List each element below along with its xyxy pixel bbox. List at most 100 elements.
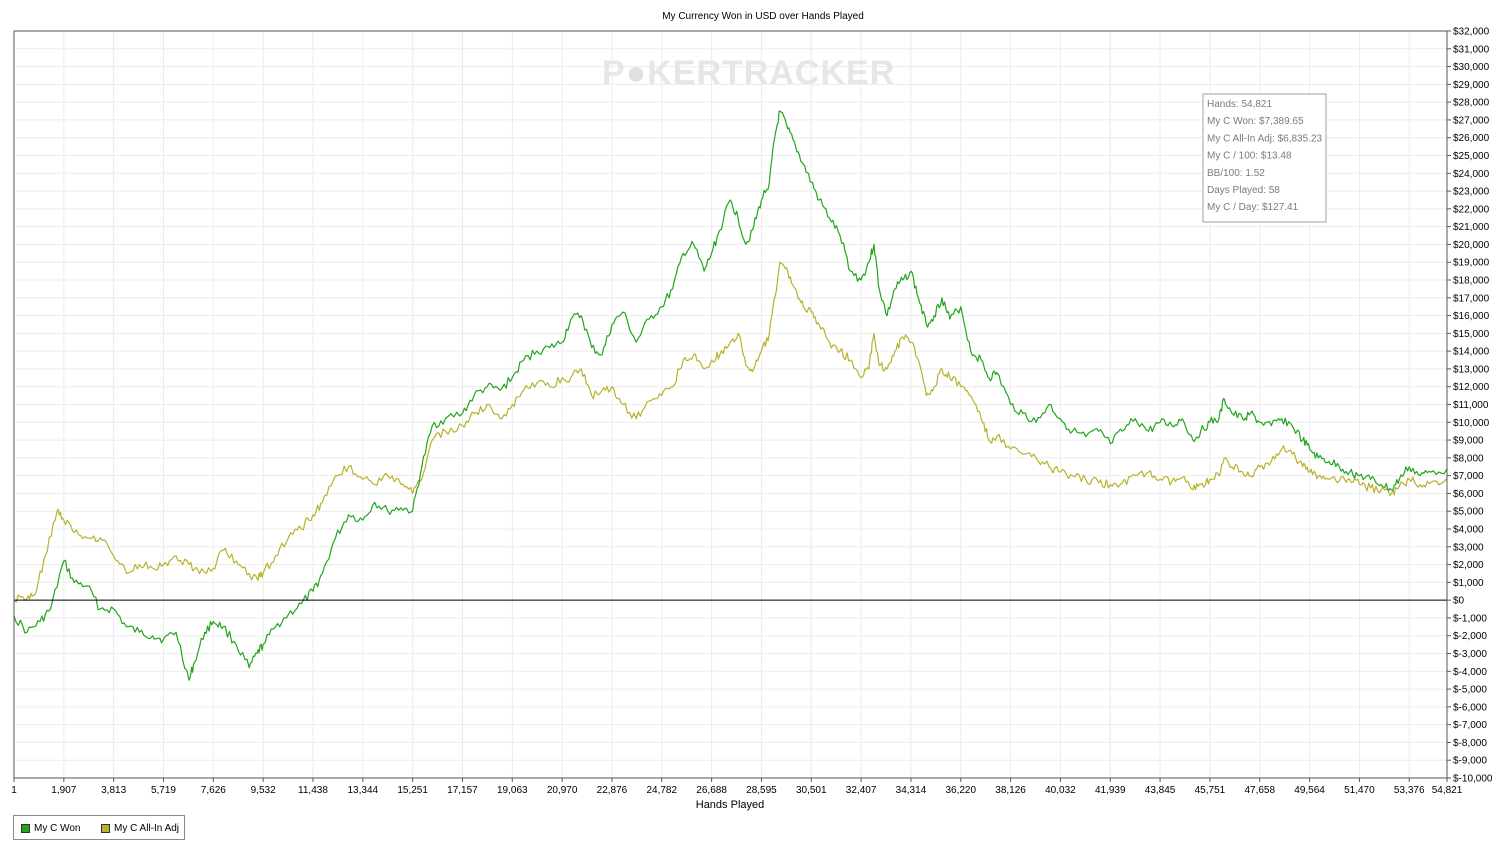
x-tick-label: 15,251: [397, 785, 428, 796]
y-tick-label: $-4,000: [1453, 667, 1487, 678]
y-tick-label: $0: [1453, 596, 1465, 607]
x-tick-label: 13,344: [347, 785, 378, 796]
y-tick-label: $-1,000: [1453, 613, 1487, 624]
x-tick-label: 1,907: [51, 785, 76, 796]
x-tick-label: 51,470: [1344, 785, 1375, 796]
y-tick-label: $31,000: [1453, 44, 1490, 55]
x-tick-label: 34,314: [896, 785, 927, 796]
y-tick-label: $-5,000: [1453, 685, 1487, 696]
y-tick-label: $17,000: [1453, 293, 1490, 304]
poker-chip-icon: ●: [626, 54, 648, 92]
y-tick-label: $2,000: [1453, 560, 1484, 571]
watermark-p: P: [602, 54, 626, 92]
x-tick-label: 5,719: [151, 785, 176, 796]
watermark: P●KERTRACKER: [602, 54, 895, 92]
y-tick-label: $22,000: [1453, 204, 1490, 215]
legend-swatch-won: [21, 824, 30, 833]
y-tick-label: $19,000: [1453, 258, 1490, 269]
y-tick-label: $9,000: [1453, 436, 1484, 447]
watermark-tracker: TRACKER: [722, 54, 895, 92]
x-tick-label: 26,688: [696, 785, 727, 796]
stats-line: My C / Day: $127.41: [1207, 202, 1299, 213]
y-tick-label: $3,000: [1453, 542, 1484, 553]
legend-swatch-allin: [101, 824, 110, 833]
series-layer: [13, 110, 1448, 681]
x-tick-label: 38,126: [995, 785, 1026, 796]
watermark-text: P●KERTRACKER: [602, 54, 895, 92]
y-tick-label: $13,000: [1453, 364, 1490, 375]
x-tick-label: 9,532: [251, 785, 276, 796]
watermark-ker: KER: [647, 54, 722, 92]
x-tick-label: 30,501: [796, 785, 827, 796]
x-axis-label: Hands Played: [696, 799, 765, 811]
y-tick-label: $4,000: [1453, 525, 1484, 536]
y-tick-label: $16,000: [1453, 311, 1490, 322]
x-tick-label: 28,595: [746, 785, 777, 796]
legend-label-won: My C Won: [34, 823, 81, 834]
y-tick-label: $25,000: [1453, 151, 1490, 162]
legend-label-allin: My C All-In Adj: [114, 823, 180, 834]
x-tick-label: 43,845: [1145, 785, 1176, 796]
x-tick-label: 3,813: [101, 785, 126, 796]
y-tick-label: $-10,000: [1453, 774, 1493, 785]
x-tick-label: 32,407: [846, 785, 877, 796]
x-tick-label: 17,157: [447, 785, 478, 796]
stats-line: Hands: 54,821: [1207, 99, 1272, 110]
y-tick-label: $32,000: [1453, 27, 1490, 38]
chart-title: My Currency Won in USD over Hands Played: [662, 11, 864, 22]
y-tick-label: $11,000: [1453, 400, 1489, 411]
x-tick-label: 47,658: [1244, 785, 1275, 796]
x-tick-label: 40,032: [1045, 785, 1076, 796]
x-tick-label: 1: [11, 785, 17, 796]
x-tick-label: 24,782: [646, 785, 677, 796]
y-tick-label: $18,000: [1453, 276, 1490, 287]
x-tick-label: 54,821: [1432, 785, 1463, 796]
series-line-my-c-won: [13, 110, 1448, 681]
stats-line: My C / 100: $13.48: [1207, 151, 1292, 162]
legend-item-won: My C Won: [21, 823, 81, 834]
y-tick-label: $1,000: [1453, 578, 1484, 589]
y-tick-label: $-8,000: [1453, 738, 1487, 749]
y-tick-label: $12,000: [1453, 382, 1490, 393]
y-tick-label: $-2,000: [1453, 631, 1487, 642]
y-tick-label: $-9,000: [1453, 756, 1487, 767]
y-tick-label: $20,000: [1453, 240, 1490, 251]
y-tick-label: $27,000: [1453, 115, 1490, 126]
legend: My C Won My C All-In Adj: [13, 815, 185, 840]
x-tick-label: 49,564: [1294, 785, 1325, 796]
y-tick-label: $15,000: [1453, 329, 1490, 340]
stats-tooltip: Hands: 54,821 My C Won: $7,389.65 My C All…: [1202, 93, 1327, 223]
y-tick-label: $14,000: [1453, 347, 1490, 358]
stats-line: BB/100: 1.52: [1207, 168, 1265, 179]
y-tick-label: $8,000: [1453, 453, 1484, 464]
y-tick-label: $30,000: [1453, 62, 1490, 73]
x-tick-label: 20,970: [547, 785, 578, 796]
x-tick-label: 22,876: [597, 785, 628, 796]
x-axis: 1 1,907 3,813 5,719 7,626 9,532 11,438 13,344 15…: [11, 778, 1463, 796]
y-tick-label: $5,000: [1453, 507, 1484, 518]
x-tick-label: 19,063: [497, 785, 528, 796]
x-tick-label: 53,376: [1394, 785, 1425, 796]
y-tick-label: $21,000: [1453, 222, 1490, 233]
x-tick-label: 11,438: [298, 785, 328, 796]
x-tick-label: 41,939: [1095, 785, 1126, 796]
legend-item-allin: My C All-In Adj: [101, 823, 179, 834]
x-tick-label: 36,220: [945, 785, 976, 796]
x-tick-label: 45,751: [1195, 785, 1226, 796]
y-tick-label: $6,000: [1453, 489, 1484, 500]
y-tick-label: $23,000: [1453, 187, 1490, 198]
x-tick-label: 7,626: [201, 785, 226, 796]
stats-line: My C Won: $7,389.65: [1207, 116, 1304, 127]
y-tick-label: $-7,000: [1453, 720, 1487, 731]
y-tick-label: $26,000: [1453, 133, 1490, 144]
y-tick-label: $-3,000: [1453, 649, 1487, 660]
y-tick-label: $29,000: [1453, 80, 1490, 91]
y-tick-label: $10,000: [1453, 418, 1490, 429]
y-tick-label: $7,000: [1453, 471, 1484, 482]
y-tick-label: $24,000: [1453, 169, 1490, 180]
stats-line: My C All-In Adj: $6,835.23: [1207, 133, 1323, 144]
stats-line: Days Played: 58: [1207, 185, 1280, 196]
series-line-my-c-all-in-adj: [13, 261, 1448, 603]
y-tick-label: $28,000: [1453, 98, 1490, 109]
